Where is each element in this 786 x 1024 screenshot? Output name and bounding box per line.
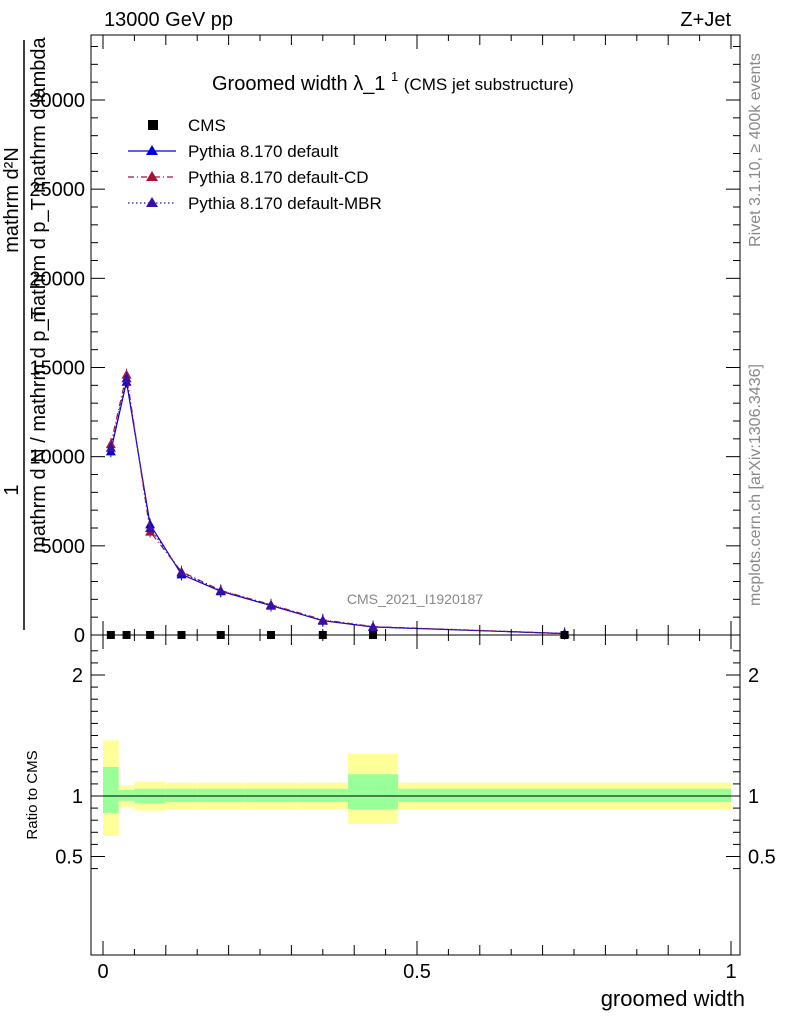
ratio-tick-label: 2 xyxy=(72,665,83,687)
ratio-ylabel: Ratio to CMS xyxy=(24,750,41,839)
legend-label-1: Pythia 8.170 default-CD xyxy=(188,168,369,187)
series-line-2 xyxy=(110,378,565,635)
y-tick-label: 0 xyxy=(74,625,85,647)
ratio-band-green xyxy=(297,788,348,803)
legend-marker-cms xyxy=(148,120,158,130)
ratio-tick-label: 0.5 xyxy=(55,847,83,869)
x-tick-label: 0.5 xyxy=(403,961,431,983)
series-marker xyxy=(176,567,187,577)
series-marker xyxy=(145,523,156,532)
x-tick-label: 1 xyxy=(725,961,736,983)
ratio-band-green xyxy=(118,789,135,801)
legend-label-cms: CMS xyxy=(188,116,226,135)
ratio-bands xyxy=(91,740,740,836)
legend-marker-1 xyxy=(146,171,158,181)
legend-label-0: Pythia 8.170 default xyxy=(188,142,339,161)
chart-subtitle: (CMS jet substructure) xyxy=(404,75,574,94)
header-left: 13000 GeV pp xyxy=(104,9,233,31)
chart-title: Groomed width λ_1 1 (CMS jet substructur… xyxy=(212,64,574,95)
x-axis-label: groomed width xyxy=(601,986,745,1011)
ratio-band-green xyxy=(197,788,245,803)
legend-marker-0 xyxy=(146,145,158,155)
ylabel-denominator: mathrm d p_T mathrm d lambda xyxy=(28,36,50,322)
ratio-tick-label: 1 xyxy=(72,786,83,808)
ratio-tick-label: 0.5 xyxy=(748,847,776,869)
chart-title-superscript: 1 xyxy=(391,69,398,84)
main-series xyxy=(105,368,570,640)
legend: CMS Pythia 8.170 default Pythia 8.170 defa… xyxy=(128,116,382,213)
ratio-frame xyxy=(90,634,741,956)
main-ylabel: 1 mathrm d N / mathrm d p_T mathrm d²N m… xyxy=(1,36,50,630)
series-marker xyxy=(105,442,116,452)
x-tick-label: 0 xyxy=(97,961,108,983)
ylabel-prefix-denominator: mathrm d N / mathrm d p_T xyxy=(28,307,50,553)
series-line-1 xyxy=(110,374,565,635)
header-right: Z+Jet xyxy=(680,9,731,31)
series-marker xyxy=(368,621,379,631)
series-marker xyxy=(317,615,328,625)
ratio-band-green xyxy=(103,766,119,813)
y-tick-label: 5000 xyxy=(41,536,86,558)
y-tick-label: 25000 xyxy=(29,179,85,201)
ratio-band-green xyxy=(244,788,298,803)
y-tick-label: 20000 xyxy=(29,268,85,290)
ylabel-numerator: mathrm d²N xyxy=(1,147,23,253)
series-line-0 xyxy=(110,381,565,635)
ratio-band-green xyxy=(347,774,399,810)
series-marker xyxy=(121,373,132,383)
series-marker xyxy=(215,585,226,595)
y-tick-label: 10000 xyxy=(29,447,85,469)
y-tick-label: 30000 xyxy=(29,90,85,112)
rivet-label: Rivet 3.1.10, ≥ 400k events xyxy=(747,53,764,247)
ratio-tick-label: 1 xyxy=(748,786,759,808)
legend-marker-2 xyxy=(146,197,158,207)
chart-title-symbol: λ_1 xyxy=(353,73,385,95)
analysis-watermark: CMS_2021_I1920187 xyxy=(347,591,483,607)
legend-label-2: Pythia 8.170 default-MBR xyxy=(188,194,382,213)
mcplots-label: mcplots.cern.ch [arXiv:1306.3436] xyxy=(747,364,764,606)
y-tick-label: 15000 xyxy=(29,358,85,380)
series-marker xyxy=(265,600,276,610)
chart-title-text: Groomed width xyxy=(212,73,348,95)
ratio-band-green xyxy=(165,788,198,803)
ratio-tick-label: 2 xyxy=(748,665,759,687)
ylabel-prefix-numerator: 1 xyxy=(1,484,23,495)
ratio-band-green xyxy=(398,788,731,803)
axes: 0 5000 10000 15000 20000 25000 30000 0.5 0.5 1 1 2 2… xyxy=(29,34,776,983)
